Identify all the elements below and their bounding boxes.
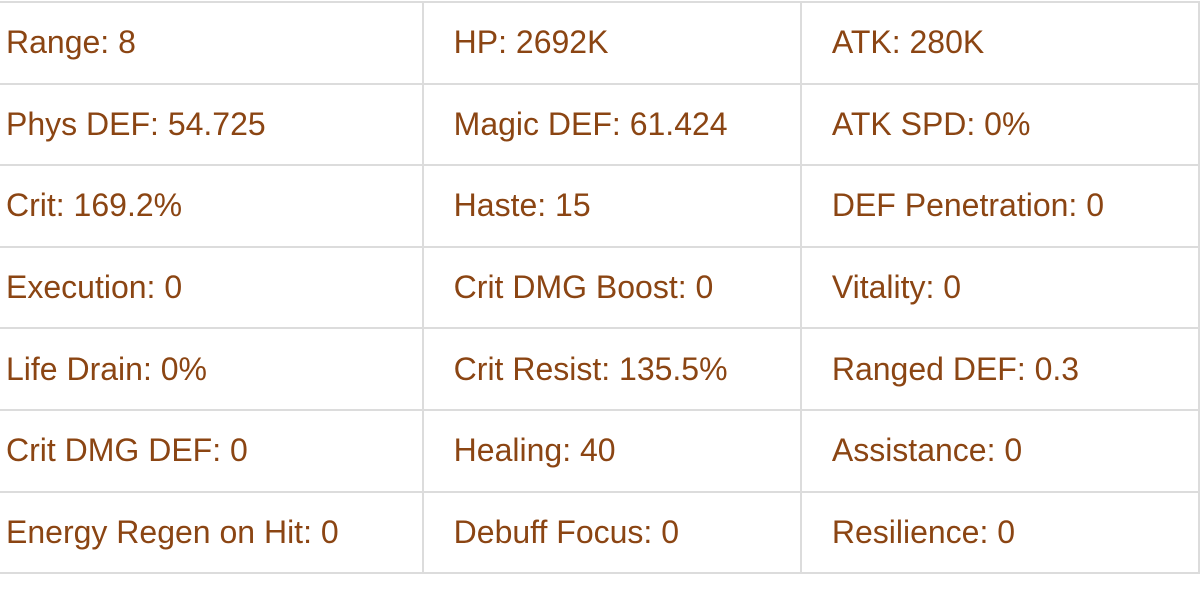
stat-cell: Crit DMG DEF: 0 (0, 408, 424, 493)
stat-cell: Ranged DEF: 0.3 (799, 327, 1200, 411)
table-row: Phys DEF: 54.725 Magic DEF: 61.424 ATK SPD… (0, 82, 1200, 167)
table-row: Life Drain: 0% Crit Resist: 135.5% Ranged … (0, 327, 1200, 411)
stat-cell: Range: 8 (0, 1, 424, 85)
stat-cell: Crit Resist: 135.5% (421, 327, 802, 411)
table-row: Crit DMG DEF: 0 Healing: 40 Assistance: 0 (0, 408, 1200, 493)
stats-table-body: Range: 8 HP: 2692K ATK: 280K Phys DEF: 54.7… (0, 1, 1200, 575)
stat-cell: Debuff Focus: 0 (421, 490, 802, 575)
table-row: Execution: 0 Crit DMG Boost: 0 Vitality: 0 (0, 245, 1200, 330)
stat-cell: Energy Regen on Hit: 0 (0, 490, 424, 575)
table-row: Energy Regen on Hit: 0 Debuff Focus: 0 Res… (0, 490, 1200, 575)
stats-table-container: Range: 8 HP: 2692K ATK: 280K Phys DEF: 54.7… (0, 1, 1200, 575)
stat-cell: Crit: 169.2% (0, 164, 424, 248)
stat-cell: Execution: 0 (0, 245, 424, 330)
stat-cell: Assistance: 0 (799, 408, 1200, 493)
table-row: Range: 8 HP: 2692K ATK: 280K (0, 1, 1200, 85)
stat-cell: ATK: 280K (799, 1, 1200, 85)
stat-cell: Phys DEF: 54.725 (0, 82, 424, 167)
stat-cell: Life Drain: 0% (0, 327, 424, 411)
stat-cell: Magic DEF: 61.424 (421, 82, 802, 167)
stats-table: Range: 8 HP: 2692K ATK: 280K Phys DEF: 54.7… (0, 1, 1200, 575)
stat-cell: ATK SPD: 0% (799, 82, 1200, 167)
stat-cell: Healing: 40 (421, 408, 802, 493)
stat-cell: Resilience: 0 (799, 490, 1200, 575)
stat-cell: Haste: 15 (421, 164, 802, 248)
stat-cell: HP: 2692K (421, 1, 802, 85)
stat-cell: Vitality: 0 (799, 245, 1200, 330)
table-row: Crit: 169.2% Haste: 15 DEF Penetration: 0 (0, 164, 1200, 248)
stat-cell: Crit DMG Boost: 0 (421, 245, 802, 330)
stat-cell: DEF Penetration: 0 (799, 164, 1200, 248)
